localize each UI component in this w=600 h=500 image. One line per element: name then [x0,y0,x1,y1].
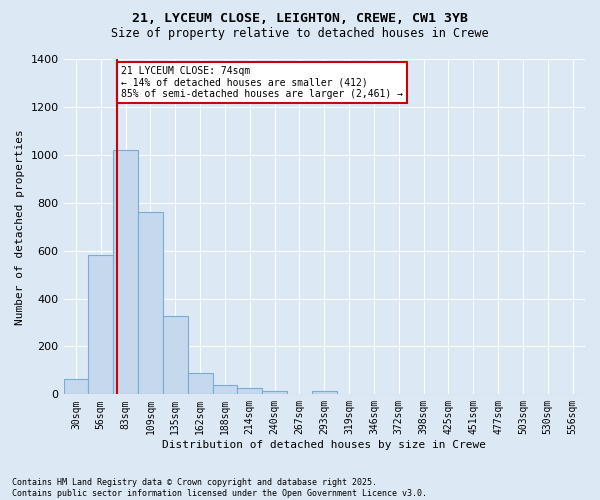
Text: Size of property relative to detached houses in Crewe: Size of property relative to detached ho… [111,28,489,40]
Text: Contains HM Land Registry data © Crown copyright and database right 2025.
Contai: Contains HM Land Registry data © Crown c… [12,478,427,498]
Y-axis label: Number of detached properties: Number of detached properties [15,129,25,324]
Bar [312,390,337,394]
Bar [163,316,188,394]
Bar [188,373,212,394]
Bar [113,150,138,394]
Bar [138,212,163,394]
Bar [238,388,262,394]
Text: 21 LYCEUM CLOSE: 74sqm
← 14% of detached houses are smaller (412)
85% of semi-de: 21 LYCEUM CLOSE: 74sqm ← 14% of detached… [121,66,403,100]
X-axis label: Distribution of detached houses by size in Crewe: Distribution of detached houses by size … [162,440,486,450]
Bar [88,256,113,394]
Bar [212,385,238,394]
Bar [262,390,287,394]
Bar [64,379,88,394]
Text: 21, LYCEUM CLOSE, LEIGHTON, CREWE, CW1 3YB: 21, LYCEUM CLOSE, LEIGHTON, CREWE, CW1 3… [132,12,468,26]
